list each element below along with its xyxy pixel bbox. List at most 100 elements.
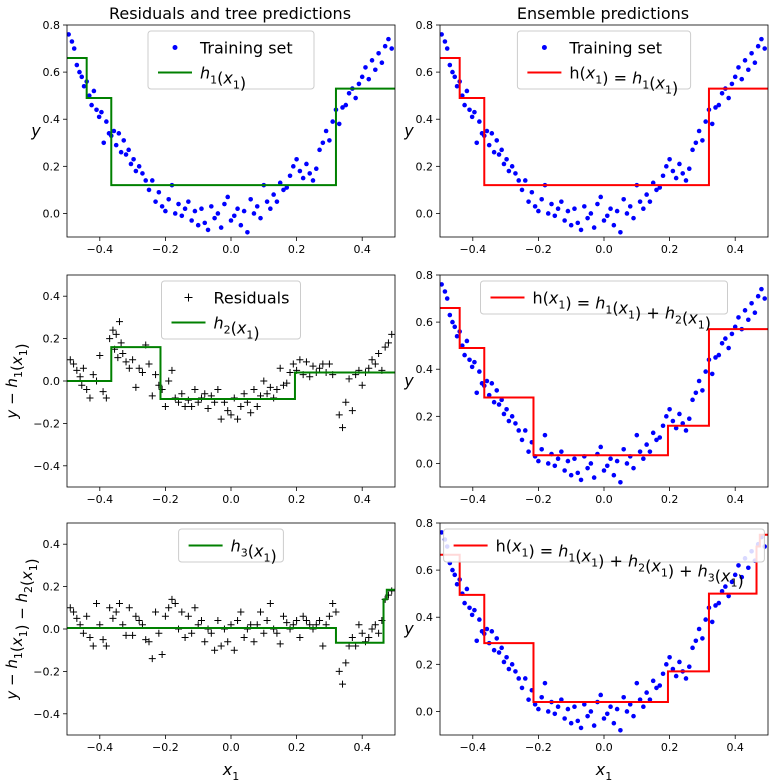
- data-point: [739, 574, 745, 580]
- x-tick-label: 0.2: [288, 493, 306, 506]
- legend-swatch: [541, 45, 547, 50]
- data-point: [601, 218, 607, 223]
- data-point: [440, 282, 444, 287]
- data-point: [506, 666, 512, 672]
- data-point: [442, 39, 448, 44]
- data-point: [131, 156, 136, 162]
- data-point: [693, 390, 699, 396]
- data-point: [516, 178, 522, 183]
- data-point: [601, 716, 607, 721]
- data-point: [565, 208, 571, 214]
- data-point: [647, 697, 653, 702]
- data-point: [369, 58, 375, 63]
- data-point: [115, 600, 123, 608]
- data-point: [257, 608, 265, 616]
- data-point: [218, 225, 224, 230]
- x-tick-label: −0.2: [152, 493, 179, 506]
- prediction-line: [440, 306, 768, 457]
- data-point: [317, 147, 322, 153]
- data-point: [509, 164, 515, 169]
- data-point: [77, 69, 82, 75]
- data-point: [467, 357, 472, 363]
- data-point: [125, 364, 133, 372]
- data-point: [99, 388, 107, 396]
- data-point: [513, 669, 518, 674]
- data-point: [368, 625, 376, 633]
- legend: Training set h(x1) = h1(x1): [516, 30, 692, 98]
- data-point: [155, 629, 163, 637]
- data-point: [67, 604, 74, 612]
- prediction-line: [67, 588, 395, 644]
- data-point: [611, 222, 617, 228]
- data-point: [382, 43, 388, 49]
- data-point: [700, 636, 705, 641]
- data-point: [486, 392, 492, 398]
- data-point: [539, 447, 544, 452]
- data-point: [513, 171, 518, 176]
- data-point: [598, 194, 604, 200]
- data-point: [214, 385, 222, 393]
- data-point: [494, 138, 500, 143]
- data-point: [673, 673, 679, 679]
- data-point: [381, 343, 389, 351]
- points-group: [67, 32, 395, 235]
- data-point: [545, 709, 551, 714]
- data-point: [234, 617, 242, 625]
- data-point: [736, 563, 741, 568]
- data-point: [693, 140, 699, 146]
- data-point: [660, 173, 666, 179]
- data-point: [276, 640, 284, 648]
- data-point: [545, 461, 551, 466]
- data-point: [153, 199, 158, 204]
- data-point: [484, 378, 490, 384]
- x-tick-label: −0.2: [525, 741, 552, 754]
- data-point: [266, 383, 274, 391]
- data-point: [310, 178, 316, 183]
- y-tick-label: −0.4: [33, 460, 60, 473]
- data-point: [611, 472, 617, 478]
- data-point: [591, 723, 597, 728]
- data-point: [253, 402, 261, 410]
- data-point: [376, 50, 381, 56]
- data-point: [166, 197, 171, 202]
- data-point: [726, 345, 731, 351]
- data-point: [122, 358, 130, 366]
- data-point: [588, 461, 594, 466]
- data-point: [353, 95, 358, 101]
- data-point: [171, 600, 179, 608]
- data-point: [70, 608, 78, 616]
- data-point: [683, 676, 689, 681]
- data-point: [191, 604, 199, 612]
- data-point: [306, 373, 314, 381]
- data-point: [300, 175, 306, 181]
- data-point: [379, 60, 385, 65]
- data-point: [125, 604, 133, 612]
- data-point: [608, 704, 613, 710]
- data-point: [356, 81, 362, 87]
- data-point: [572, 206, 577, 212]
- data-point: [289, 360, 297, 368]
- data-point: [501, 161, 507, 167]
- data-point: [621, 447, 626, 452]
- data-point: [225, 194, 231, 200]
- data-point: [536, 706, 541, 712]
- data-point: [716, 600, 722, 606]
- data-point: [165, 604, 173, 612]
- data-point: [371, 621, 379, 629]
- data-point: [460, 343, 465, 348]
- data-point: [358, 381, 366, 389]
- data-point: [330, 119, 335, 124]
- legend: h(x1) = h1(x1) + h2(x1) + h3(x1): [443, 528, 765, 591]
- data-point: [129, 631, 137, 639]
- data-point: [342, 659, 350, 667]
- data-point: [696, 128, 702, 134]
- data-point: [673, 175, 679, 181]
- x-tick-label: 0.2: [288, 741, 306, 754]
- data-point: [749, 300, 754, 306]
- data-point: [79, 74, 85, 80]
- data-point: [484, 626, 490, 632]
- data-point: [188, 629, 196, 637]
- data-point: [519, 437, 525, 443]
- data-point: [128, 161, 134, 167]
- data-point: [532, 702, 538, 707]
